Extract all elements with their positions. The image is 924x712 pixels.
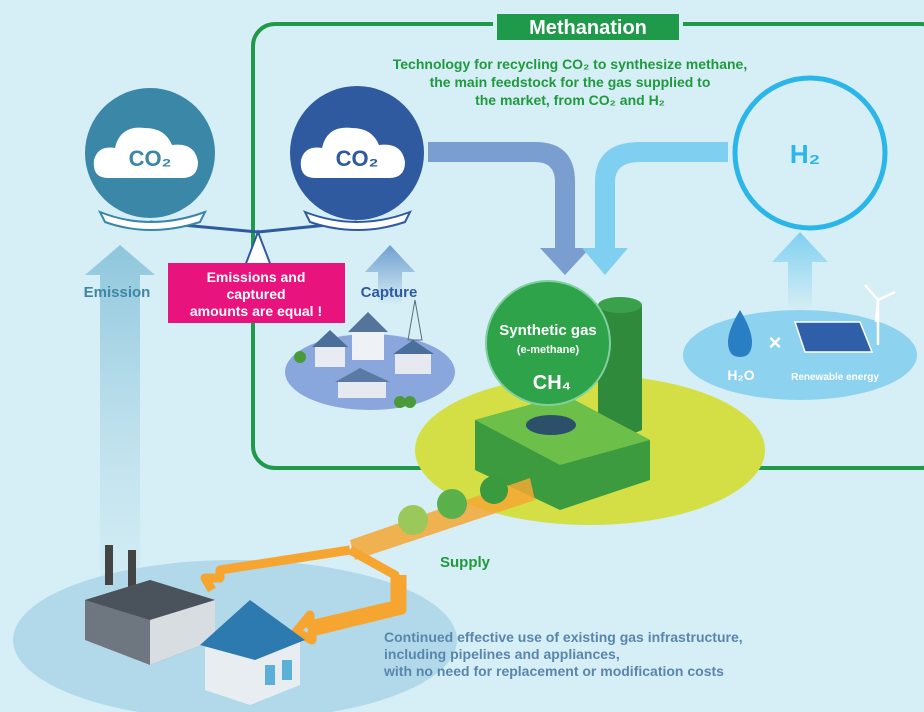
energy-label: Renewable energy <box>791 372 879 383</box>
solar-panel <box>795 322 872 352</box>
co2-label: CO₂ <box>336 146 379 171</box>
capture-label: Capture <box>361 284 418 301</box>
plant-reactor <box>526 415 576 435</box>
description: Technology for recycling CO₂ to synthesi… <box>393 56 747 72</box>
gas-ball <box>398 505 428 535</box>
h2-label: H₂ <box>790 139 820 169</box>
gas-ball <box>480 476 508 504</box>
synthetic-gas-title: Synthetic gas <box>499 322 597 339</box>
footer-text: including pipelines and appliances, <box>384 646 620 662</box>
description: the main feedstock for the gas supplied … <box>430 74 711 90</box>
supply-label: Supply <box>440 554 491 571</box>
times-sign: × <box>769 330 782 355</box>
balance-note: Emissions and <box>207 269 306 285</box>
co2-label: CO₂ <box>129 146 172 171</box>
diagram: Methanation Technology for recycling CO₂… <box>0 0 924 712</box>
plant-tower-top <box>598 297 642 313</box>
emission-label: Emission <box>84 284 151 301</box>
title: Methanation <box>529 17 647 39</box>
synthetic-gas-formula: CH₄ <box>533 372 571 394</box>
balance-note: captured <box>226 286 285 302</box>
description: the market, from CO₂ and H₂ <box>475 92 665 108</box>
gas-ball <box>437 489 467 519</box>
water-label: H₂O <box>727 367 754 383</box>
synthetic-gas-subtitle: (e-methane) <box>517 344 580 356</box>
balance-note: amounts are equal ! <box>190 303 322 319</box>
footer-text: Continued effective use of existing gas … <box>384 629 743 645</box>
footer-text: with no need for replacement or modifica… <box>383 663 724 679</box>
